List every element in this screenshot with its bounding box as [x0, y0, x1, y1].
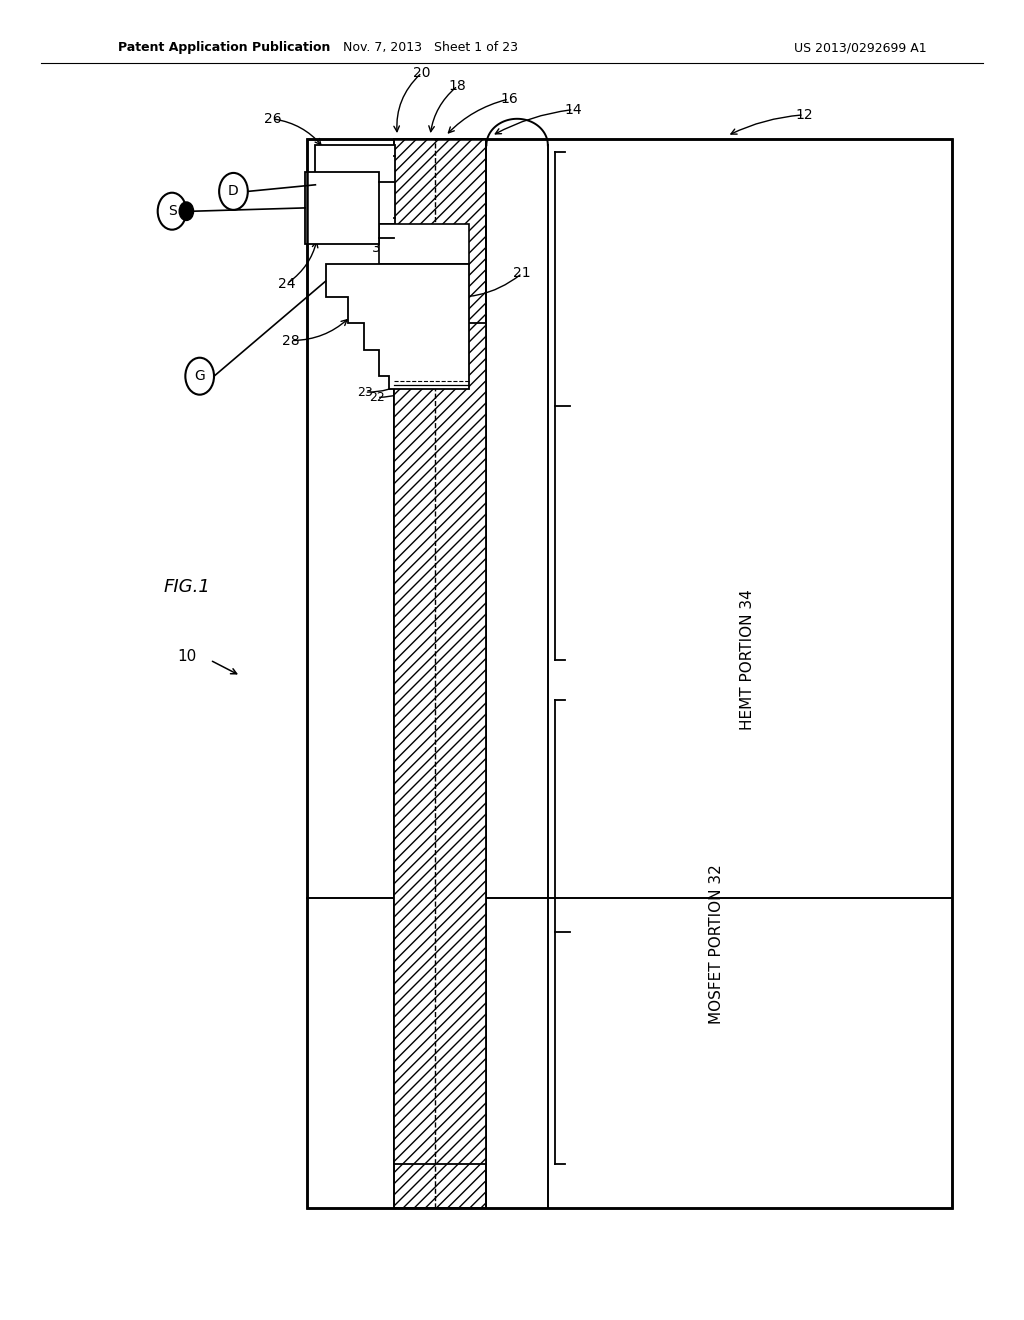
Text: 12: 12 — [795, 108, 813, 121]
Text: 23: 23 — [356, 385, 373, 399]
Text: 16: 16 — [500, 92, 518, 106]
Bar — [379, 224, 469, 264]
Bar — [307, 139, 952, 1208]
Text: Patent Application Publication: Patent Application Publication — [118, 41, 330, 54]
Circle shape — [179, 202, 194, 220]
Text: S: S — [168, 205, 176, 218]
Text: US 2013/0292699 A1: US 2013/0292699 A1 — [794, 41, 927, 54]
Text: 22: 22 — [369, 391, 385, 404]
Text: 20: 20 — [413, 66, 431, 79]
Text: 18: 18 — [449, 79, 467, 92]
Text: 14: 14 — [564, 103, 583, 116]
Text: G: G — [195, 370, 205, 383]
Bar — [315, 145, 395, 224]
Text: HEMT PORTION 34: HEMT PORTION 34 — [740, 590, 755, 730]
Text: FIG.1: FIG.1 — [164, 578, 211, 597]
Bar — [394, 139, 486, 1208]
Bar — [394, 323, 486, 1164]
Text: 10: 10 — [178, 648, 197, 664]
Text: 26: 26 — [263, 112, 282, 125]
Text: Nov. 7, 2013   Sheet 1 of 23: Nov. 7, 2013 Sheet 1 of 23 — [343, 41, 517, 54]
Bar — [307, 139, 952, 1208]
Text: 28: 28 — [282, 334, 300, 347]
Text: D: D — [228, 185, 239, 198]
Text: 21: 21 — [513, 267, 531, 280]
Bar — [305, 172, 379, 244]
Polygon shape — [326, 264, 469, 389]
Text: 24: 24 — [278, 277, 296, 290]
Text: 30: 30 — [372, 242, 390, 255]
Text: MOSFET PORTION 32: MOSFET PORTION 32 — [710, 863, 724, 1024]
